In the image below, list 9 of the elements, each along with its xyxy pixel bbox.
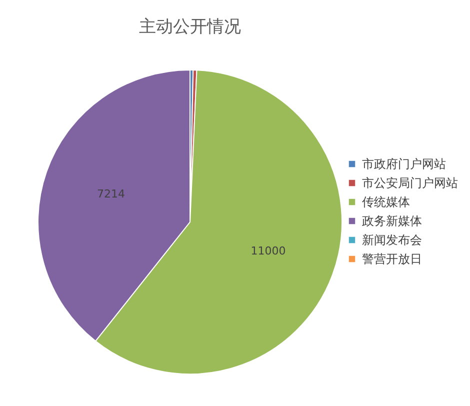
legend-label: 传统媒体 [362,195,410,209]
data-label: 7214 [97,187,126,200]
chart-title: 主动公开情况 [139,17,241,37]
legend-label: 警营开放日 [362,252,422,266]
legend-label: 市公安局门户网站 [362,176,458,190]
legend-label: 政务新媒体 [362,214,422,228]
data-label: 11000 [250,244,286,258]
legend-label: 新闻发布会 [362,233,422,247]
legend-label: 市政府门户网站 [362,157,446,171]
